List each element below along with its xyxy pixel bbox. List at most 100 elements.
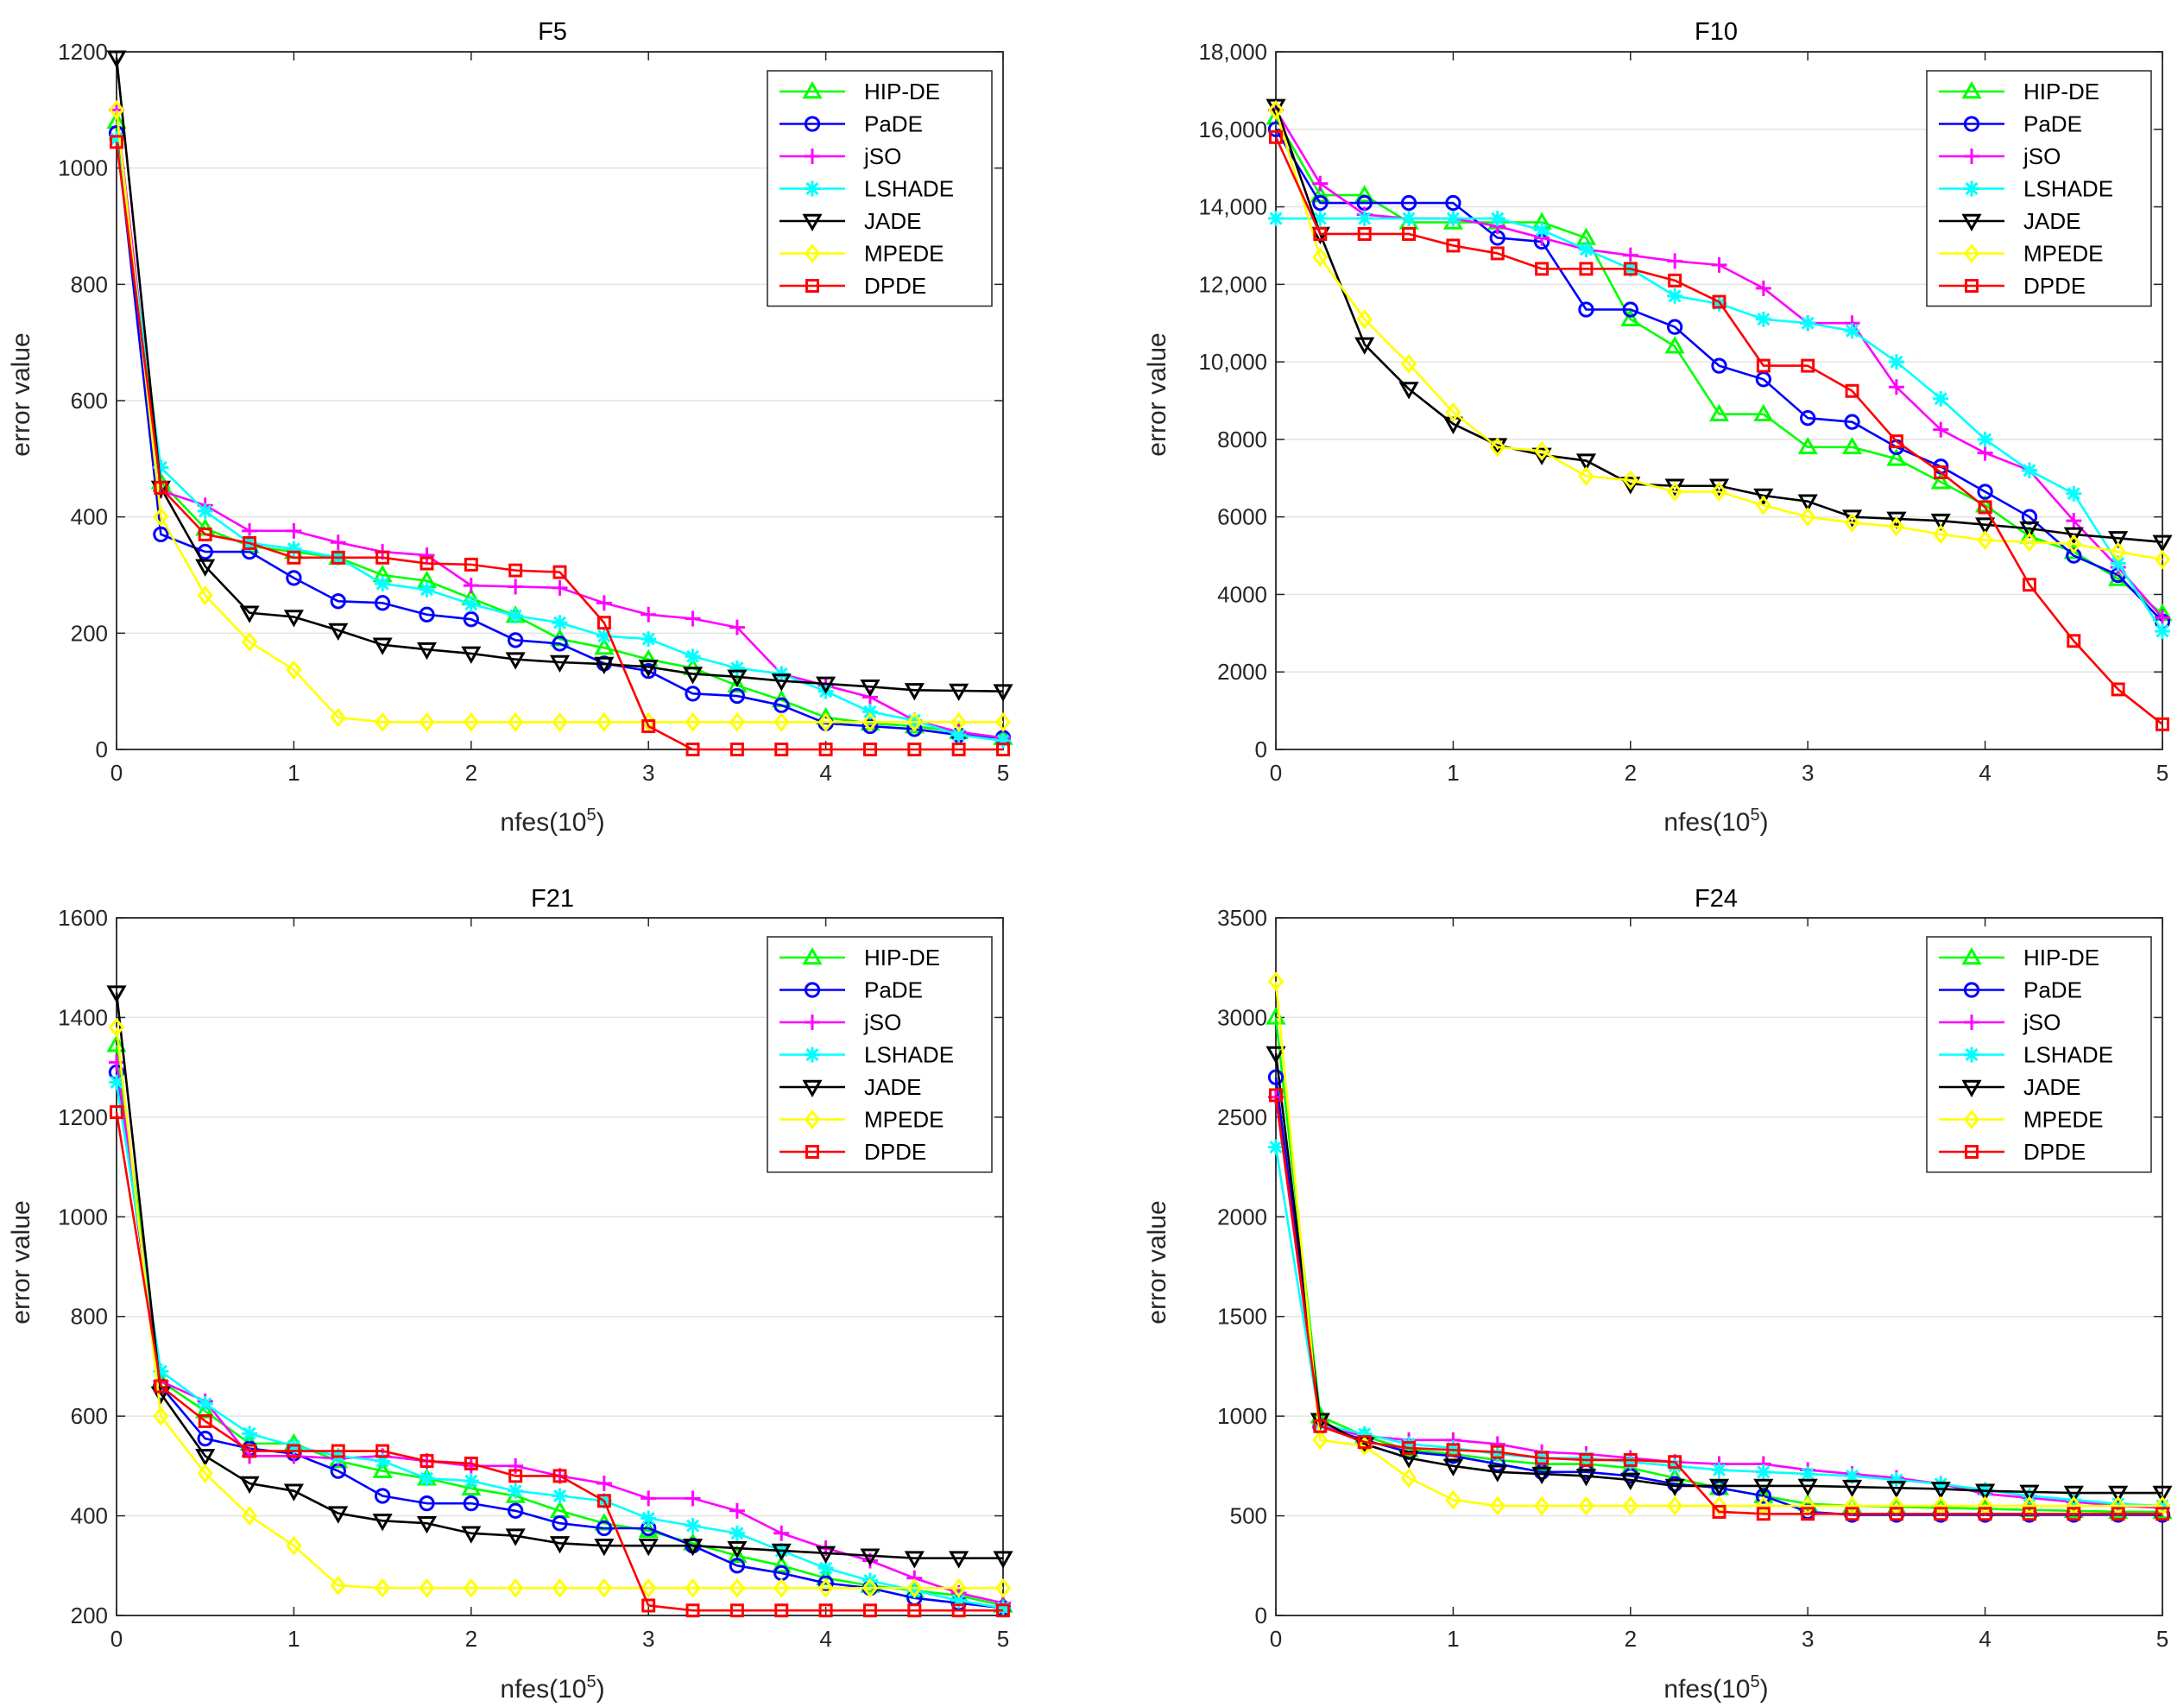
y-tick-label: 0 [1255, 737, 1267, 762]
data-point [2019, 1484, 2040, 1502]
data-point [1400, 1468, 1417, 1489]
data-point [1797, 1478, 1818, 1496]
y-tick-label: 1200 [58, 39, 108, 65]
legend-label: jSO [863, 1009, 901, 1035]
data-point [243, 535, 257, 550]
legend-label: HIP-DE [864, 79, 940, 104]
data-point [552, 579, 568, 596]
data-point [1977, 445, 1993, 461]
data-point [995, 732, 1011, 749]
data-point [596, 1476, 612, 1492]
legend-label: DPDE [864, 1139, 926, 1165]
series-dpde [110, 135, 1010, 756]
data-point [1753, 403, 1774, 421]
data-point [1753, 488, 1774, 507]
data-point [2152, 1485, 2173, 1504]
y-tick-label: 200 [71, 620, 108, 646]
panel-f21: F21 error value nfes(105) 20040060080010… [7, 885, 1013, 1704]
y-tick-label: 400 [71, 1503, 108, 1529]
data-point [1933, 421, 1949, 438]
data-point [242, 1426, 258, 1442]
data-point [110, 1105, 123, 1120]
y-axis-label: error value [1143, 332, 1171, 456]
data-point [1844, 323, 1860, 339]
data-point [1668, 273, 1682, 288]
chart-title: F10 [1695, 18, 1738, 46]
y-tick-label: 14,000 [1198, 194, 1267, 220]
data-point [907, 1603, 922, 1618]
data-point [1755, 371, 1771, 388]
data-point [463, 1495, 479, 1512]
legend-marker [805, 180, 820, 197]
data-point [372, 637, 393, 655]
data-point [2152, 534, 2173, 553]
x-axis-label: nfes(105) [500, 1672, 604, 1704]
legend-marker [1963, 116, 1980, 132]
y-axis-label: error value [7, 1200, 35, 1324]
data-point [862, 718, 879, 735]
data-point [1266, 1046, 1286, 1065]
data-point [2021, 532, 2038, 553]
series-line [115, 992, 1003, 1559]
data-point [1975, 1483, 1996, 1502]
data-point [508, 711, 524, 732]
chart-title: F24 [1695, 885, 1738, 913]
data-point [1753, 1478, 1774, 1496]
data-point [2022, 1507, 2036, 1521]
data-point [641, 662, 657, 680]
data-point [552, 1577, 568, 1598]
legend-label: DPDE [2023, 273, 2086, 299]
data-point [1711, 357, 1727, 374]
data-point [463, 1577, 479, 1598]
data-point [2063, 1485, 2084, 1504]
data-point [508, 1469, 523, 1483]
data-point [995, 1600, 1011, 1616]
legend-label: MPEDE [864, 1107, 944, 1133]
data-point [197, 585, 213, 605]
data-point [1313, 226, 1328, 241]
data-point [552, 1515, 568, 1532]
data-point [1356, 211, 1373, 227]
data-point [286, 541, 302, 557]
data-point [463, 596, 479, 612]
data-point [195, 1449, 216, 1467]
legend-marker [1961, 1079, 1982, 1098]
data-point [463, 711, 479, 732]
legend-marker [805, 1015, 820, 1030]
legend-marker [1964, 180, 1979, 197]
y-tick-label: 600 [71, 1403, 108, 1429]
data-point [641, 1577, 657, 1598]
data-point [1667, 288, 1683, 304]
data-point [596, 595, 612, 611]
data-point [1844, 414, 1860, 430]
data-point [1489, 437, 1505, 458]
data-point [419, 606, 435, 623]
data-point [1886, 511, 1907, 529]
y-tick-label: 0 [1255, 1603, 1267, 1628]
data-point [330, 534, 346, 551]
data-point [461, 1477, 482, 1496]
data-point [1667, 1495, 1683, 1516]
x-tick-label: 3 [1802, 1626, 1814, 1652]
data-point [1800, 1466, 1816, 1483]
series-line [115, 1027, 1003, 1590]
data-point [727, 674, 748, 693]
data-point [1442, 1458, 1463, 1476]
data-point [508, 563, 523, 578]
data-point [1446, 238, 1461, 253]
data-point [1490, 1445, 1505, 1459]
data-point [419, 547, 435, 564]
data-point [641, 1598, 656, 1613]
data-point [1535, 1451, 1550, 1465]
series-dpde [1269, 130, 2169, 731]
data-point [1623, 1452, 1638, 1467]
data-point [1977, 530, 1993, 551]
data-point [950, 1577, 967, 1598]
data-point [773, 697, 790, 713]
data-point [1356, 1426, 1373, 1442]
y-tick-label: 18,000 [1198, 39, 1267, 65]
legend-label: JADE [864, 208, 921, 234]
data-point [154, 1379, 168, 1394]
data-point [419, 1495, 435, 1512]
